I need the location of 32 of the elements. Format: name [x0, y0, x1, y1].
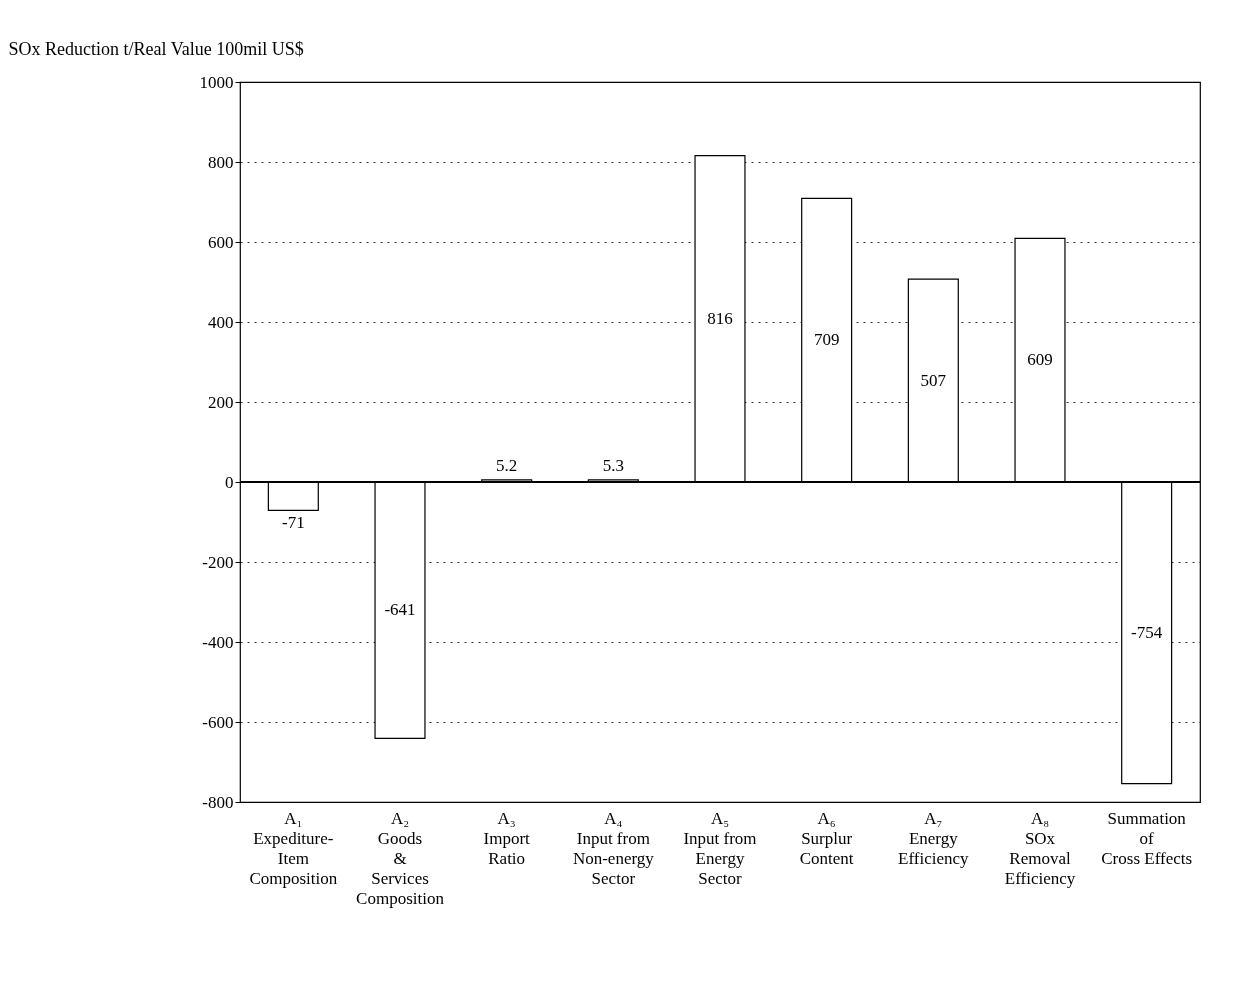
y-tick-label: 800	[208, 152, 234, 172]
data-label: -641	[384, 600, 416, 620]
data-label: 609	[1027, 350, 1053, 370]
y-tick-label: 200	[208, 392, 234, 412]
x-tick-label: A₂ Goods & Services Composition	[356, 808, 445, 908]
y-tick-label: 400	[208, 312, 234, 332]
x-tick-label: A₆ Surplur Content	[799, 808, 854, 868]
x-tick-label: A₇ Energy Efficiency	[898, 808, 970, 868]
bar	[267, 481, 319, 511]
x-tick-label: A₃ Import Ratio	[483, 808, 531, 868]
x-tick-label: A₅ Input from Energy Sector	[683, 808, 757, 888]
y-tick-label: 600	[208, 232, 234, 252]
data-label: -754	[1131, 622, 1163, 642]
data-label: 507	[920, 370, 947, 390]
bar	[801, 197, 853, 483]
data-label: -71	[282, 513, 305, 533]
x-tick-label: A₄ Input from Non-energy Sector	[572, 808, 655, 888]
data-label: 5.2	[496, 455, 518, 475]
data-label: 5.3	[602, 455, 624, 475]
y-tick-label: -400	[202, 632, 234, 652]
data-label: 709	[813, 330, 840, 350]
x-tick-label: A₁ Expediture- Item Composition	[249, 808, 338, 888]
bar	[374, 481, 426, 739]
x-tick-label: Summation of Cross Effects	[1101, 808, 1193, 868]
y-tick-label: 1000	[199, 72, 234, 92]
y-axis-title: SOx Reduction t/Real Value 100mil US$	[8, 38, 304, 59]
y-tick-label: -200	[202, 552, 234, 572]
y-tick-label: 0	[225, 472, 234, 492]
data-label: 816	[707, 308, 733, 328]
x-tick-label: A₈ SOx Removal Efficiency	[1004, 808, 1076, 888]
y-tick-label: -600	[202, 712, 234, 732]
y-tick-label: -800	[202, 792, 234, 812]
